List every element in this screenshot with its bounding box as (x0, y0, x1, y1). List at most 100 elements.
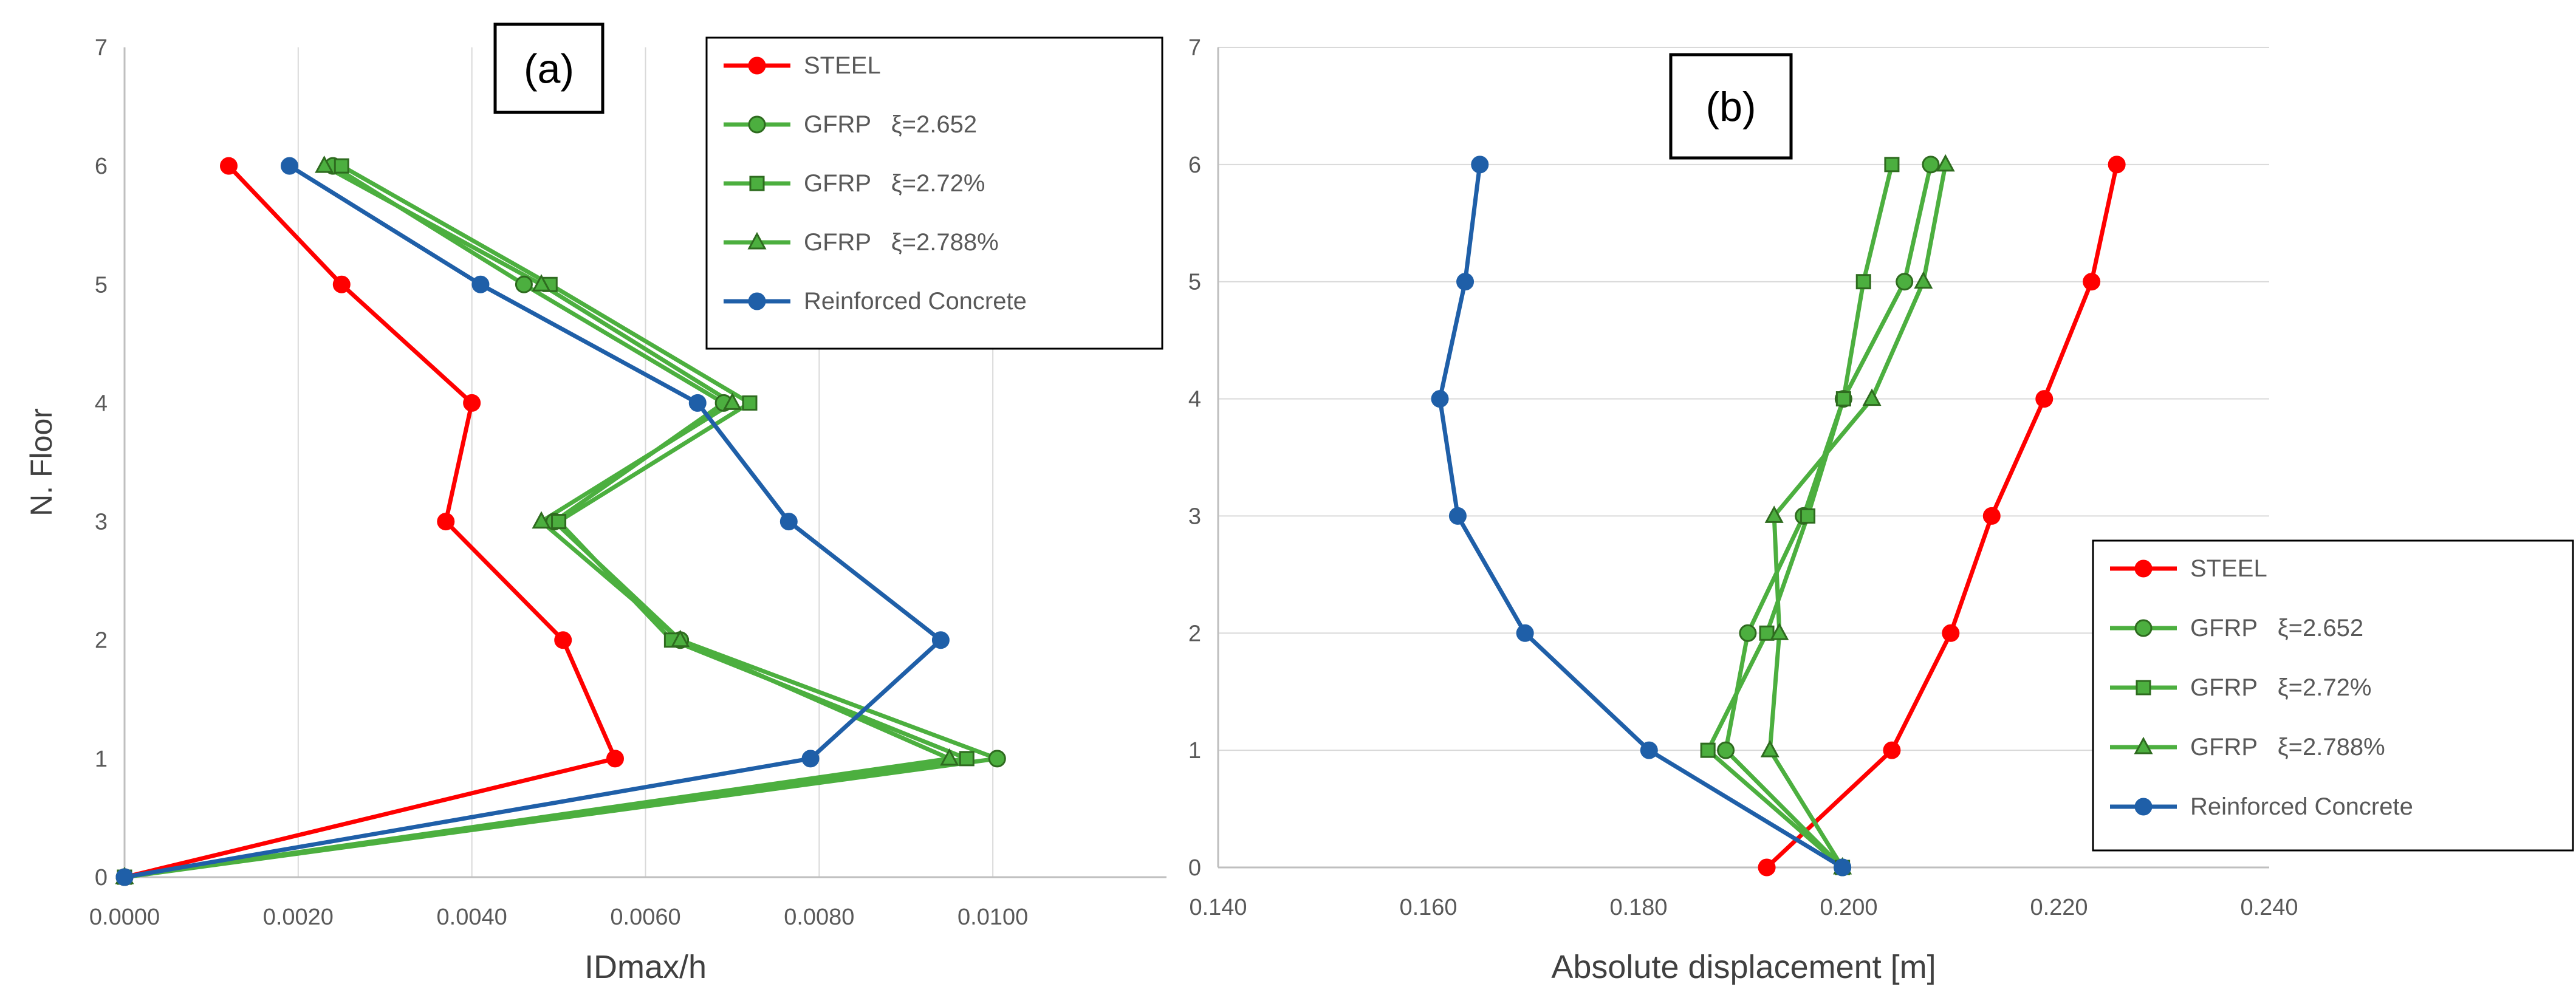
data-point (931, 631, 950, 649)
panel-label: (a) (524, 46, 574, 92)
x-tick-label: 0.0100 (957, 904, 1028, 930)
data-point (532, 274, 551, 292)
x-axis-label: IDmax/h (584, 949, 707, 985)
y-tick-label: 1 (1188, 738, 1201, 764)
data-point (1896, 273, 1914, 291)
legend-marker (2136, 680, 2151, 696)
data-point (332, 275, 351, 293)
data-point (1834, 858, 1852, 877)
data-point (1835, 391, 1851, 407)
y-tick-label: 0 (1188, 855, 1201, 881)
data-point (671, 629, 690, 648)
x-tick-label: 0.0080 (784, 904, 854, 930)
legend-label: Reinforced Concrete (804, 288, 1027, 315)
data-point (1739, 624, 1757, 642)
data-point (554, 631, 572, 649)
y-tick-label: 7 (1188, 35, 1201, 61)
data-point (1700, 742, 1716, 758)
data-point (315, 155, 334, 173)
legend-marker (2134, 619, 2153, 637)
data-point (1800, 508, 1816, 524)
data-point (2035, 390, 2054, 408)
x-tick-label: 0.0000 (89, 904, 160, 930)
x-axis-label: Absolute displacement [m] (1551, 949, 1936, 985)
data-point (2083, 273, 2101, 291)
x-tick-label: 0.240 (2240, 895, 2298, 920)
legend-marker (748, 292, 766, 310)
legend-marker (748, 56, 766, 75)
x-tick-label: 0.0020 (263, 904, 334, 930)
data-point (463, 394, 481, 412)
x-tick-label: 0.200 (1820, 895, 1877, 920)
y-tick-label: 5 (1188, 270, 1201, 295)
y-tick-label: 4 (1188, 387, 1201, 412)
data-point (281, 157, 299, 175)
legend-marker (749, 176, 765, 191)
legend-box (2092, 539, 2574, 852)
data-point (1431, 390, 1449, 408)
data-point (115, 868, 134, 886)
legend-marker (748, 115, 766, 134)
panel-label-box (1669, 53, 1793, 160)
y-tick-label: 4 (95, 391, 108, 416)
x-tick-label: 0.0040 (437, 904, 507, 930)
y-tick-label: 6 (95, 154, 108, 179)
y-tick-label: 2 (1188, 621, 1201, 646)
legend-label: Reinforced Concrete (2190, 793, 2413, 820)
legend-marker (2134, 798, 2153, 816)
legend-marker (2134, 736, 2153, 754)
data-point (551, 514, 567, 530)
y-tick-label: 3 (95, 510, 108, 535)
panel-label: (b) (1705, 84, 1756, 130)
data-point (1764, 505, 1784, 523)
data-point (959, 751, 975, 767)
data-point (334, 158, 349, 174)
chart-panel-a: 0 1 2 3 4 5 6 7 0.0000 0.0020 0.0040 0.0060 0.0080 0.… (24, 22, 1166, 985)
data-point (1982, 507, 2001, 525)
data-point (606, 750, 624, 768)
legend-label: GFRP ξ=2.72% (2190, 674, 2371, 701)
data-point (1456, 273, 1475, 291)
data-point (801, 750, 820, 768)
data-point (1758, 858, 1776, 877)
data-point (779, 513, 798, 531)
data-point (742, 395, 758, 411)
legend-box (705, 36, 1163, 350)
data-point (1884, 157, 1900, 173)
data-point (1717, 741, 1735, 759)
y-axis-label: N. Floor (24, 408, 58, 516)
legend-marker (2134, 559, 2153, 578)
data-point (1922, 156, 1940, 174)
y-tick-label: 5 (95, 272, 108, 298)
chart-panel-b: 0 1 2 3 4 5 6 7 0.140 0.160 0.180 0.200 0.220 0.240 Ab… (1188, 35, 2574, 985)
y-tick-label: 2 (95, 628, 108, 654)
data-point (437, 513, 455, 531)
data-point (1914, 271, 1933, 289)
legend-label: GFRP ξ=2.652 (804, 111, 977, 138)
data-point (1883, 741, 1901, 759)
legend-label: GFRP ξ=2.788% (804, 229, 999, 256)
data-point (220, 157, 238, 175)
data-point (1770, 623, 1789, 640)
legend-label: GFRP ξ=2.652 (2190, 615, 2363, 641)
data-point (940, 748, 959, 766)
y-tick-label: 1 (95, 747, 108, 772)
x-tick-label: 0.160 (1399, 895, 1457, 920)
data-point (1942, 624, 1960, 642)
x-tick-label: 0.140 (1189, 895, 1247, 920)
data-point (1862, 388, 1882, 406)
x-tick-label: 0.220 (2030, 895, 2088, 920)
y-tick-label: 0 (95, 865, 108, 891)
y-tick-label: 6 (1188, 152, 1201, 178)
data-point (1448, 507, 1467, 525)
data-point (471, 275, 490, 293)
legend-label: GFRP ξ=2.72% (804, 170, 985, 197)
legend-label: GFRP ξ=2.788% (2190, 734, 2385, 761)
x-tick-label: 0.0060 (610, 904, 680, 930)
data-point (532, 511, 551, 529)
data-point (722, 392, 742, 410)
legend-label: STEEL (2190, 555, 2267, 582)
y-tick-label: 7 (95, 35, 108, 61)
data-point (2108, 156, 2126, 174)
